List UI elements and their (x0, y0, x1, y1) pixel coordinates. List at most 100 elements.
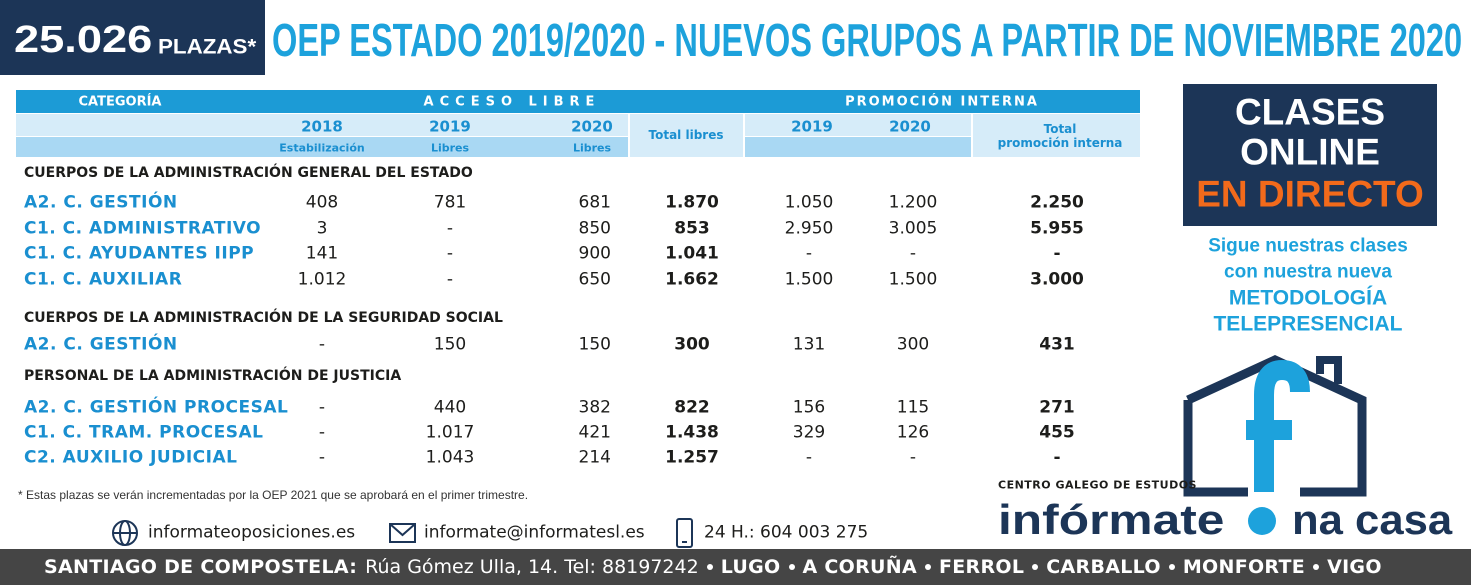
footer-city-name: FERROL (939, 556, 1025, 578)
contact-web: informateoposiciones.es (148, 522, 356, 543)
separator (788, 564, 795, 570)
cell: - (805, 243, 813, 264)
promo-method: TELEPRESENCIAL (1213, 312, 1403, 336)
cell: 1.438 (665, 422, 719, 443)
header-cell (973, 114, 1140, 157)
footnote: * Estas plazas se verán incrementadas po… (18, 488, 529, 502)
row-name: A2. C. GESTIÓN PROCESAL (24, 397, 289, 418)
cell: - (318, 422, 326, 443)
contact-phone: 24 H.: 604 003 275 (704, 522, 869, 543)
phone-icon (676, 518, 693, 548)
year-header: 2019 (429, 117, 471, 136)
cell: 1.050 (784, 192, 834, 213)
promo-tagline: Sigue nuestras clases (1208, 235, 1408, 257)
contact-email: informate@informatesl.es (424, 522, 645, 543)
cell: 300 (674, 334, 710, 355)
cell: 421 (578, 422, 611, 443)
cell: - (446, 269, 454, 290)
separator (1313, 564, 1320, 570)
year-note: Libres (430, 141, 470, 155)
cell: 382 (578, 397, 611, 418)
year-header: 2018 (301, 117, 343, 136)
footer-city-name: CARBALLO (1046, 556, 1161, 578)
cell: 214 (578, 447, 611, 468)
cell: - (318, 334, 326, 355)
cell: 431 (1039, 334, 1075, 355)
cell: 126 (896, 422, 930, 443)
col-header: CATEGORÍA (78, 94, 162, 110)
cell: 1.200 (888, 192, 938, 213)
cell: 455 (1039, 422, 1075, 443)
separator (925, 564, 931, 570)
promo-line: CLASES (1234, 91, 1386, 133)
col-header: Total libres (648, 128, 724, 142)
cell: 681 (578, 192, 611, 213)
cell: 2.250 (1030, 192, 1084, 213)
cell: 781 (433, 192, 467, 213)
promo-line: ONLINE (1240, 131, 1380, 173)
cell: 1.500 (784, 269, 834, 290)
cell: - (1053, 243, 1061, 264)
row-name: C1. C. AUXILIAR (24, 269, 183, 290)
mail-icon (389, 523, 416, 543)
cell: 300 (896, 334, 930, 355)
year-header: 2020 (571, 117, 613, 136)
cell: 1.662 (665, 269, 719, 290)
header-cell (630, 114, 743, 157)
cell: 3.005 (888, 218, 938, 239)
footer-address: Rúa Gómez Ulla, 14. Tel: 88197242 (365, 556, 699, 578)
section-title: CUERPOS DE LA ADMINISTRACIÓN GENERAL DEL… (24, 165, 473, 181)
row-name: C1. C. ADMINISTRATIVO (24, 218, 262, 239)
separator (1168, 564, 1175, 570)
cell: 150 (578, 334, 611, 355)
col-header: promoción interna (997, 136, 1123, 150)
footer-city-name: LUGO (720, 556, 781, 578)
year-note: Libres (572, 141, 612, 155)
page-title: OEP ESTADO 2019/2020 - NUEVOS GRUPOS A P… (272, 14, 1463, 66)
promo-method: METODOLOGÍA (1228, 286, 1388, 310)
brand-left: infórmate (998, 496, 1225, 543)
row-name: C1. C. TRAM. PROCESAL (24, 422, 264, 443)
badge-unit: PLAZAS* (158, 35, 257, 59)
cell: 115 (896, 397, 930, 418)
cell: - (318, 447, 326, 468)
footer-city-name: MONFORTE (1182, 556, 1306, 578)
section-title: PERSONAL DE LA ADMINISTRACIÓN DE JUSTICI… (24, 368, 402, 384)
cell: - (318, 397, 326, 418)
separator (706, 564, 713, 570)
brand-dot (1248, 507, 1276, 535)
globe-icon (112, 520, 138, 546)
year-note: Estabilización (279, 141, 365, 155)
promo-tagline: con nuestra nueva (1224, 261, 1392, 283)
cell: 150 (433, 334, 467, 355)
row-name: C1. C. AYUDANTES IIPP (24, 243, 255, 264)
cell: 329 (792, 422, 826, 443)
cell: 1.043 (425, 447, 475, 468)
cell: 2.950 (784, 218, 834, 239)
promo-box (1183, 84, 1437, 226)
cell: 131 (792, 334, 826, 355)
cell: 822 (674, 397, 710, 418)
cell: 141 (305, 243, 339, 264)
header-cell (745, 114, 971, 136)
separator (1032, 564, 1039, 570)
cell: 853 (674, 218, 710, 239)
cell: 850 (578, 218, 611, 239)
promo-highlight: EN DIRECTO (1196, 173, 1424, 215)
row-name: A2. C. GESTIÓN (24, 192, 178, 213)
header-cell (16, 137, 628, 157)
row-name: A2. C. GESTIÓN (24, 334, 178, 355)
cell: - (909, 447, 917, 468)
cell: 650 (578, 269, 611, 290)
cell: 271 (1039, 397, 1075, 418)
badge-bg (0, 0, 265, 75)
year-header: 2019 (791, 117, 833, 136)
cell: 408 (305, 192, 339, 213)
cell: - (909, 243, 917, 264)
row-name: C2. AUXILIO JUDICIAL (24, 447, 238, 468)
brand-right: na casa (1292, 496, 1453, 543)
cell: 3 (316, 218, 328, 239)
brand-small: CENTRO GALEGO DE ESTUDOS (998, 478, 1197, 492)
cell: 1.017 (425, 422, 475, 443)
